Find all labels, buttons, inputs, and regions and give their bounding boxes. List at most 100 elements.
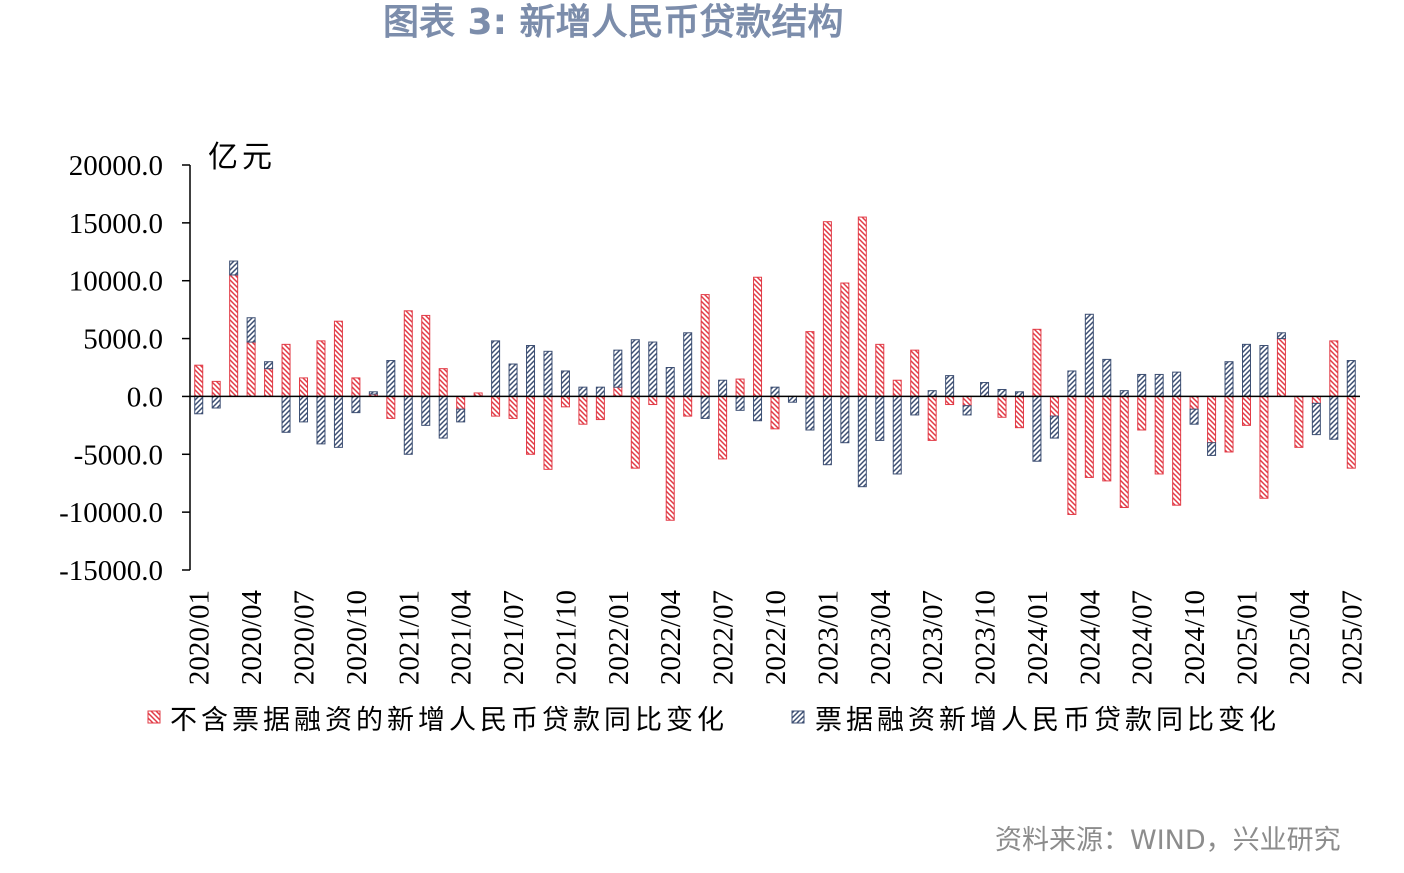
x-tick-label: 2022/10 xyxy=(760,590,792,685)
bar-series-2-month-15 xyxy=(438,395,448,439)
bar-series-1-month-21 xyxy=(543,395,553,470)
bar-series-2-month-52 xyxy=(1084,313,1094,397)
y-tick-label: 0.0 xyxy=(127,381,163,413)
bar-series-1-month-48 xyxy=(1014,395,1024,429)
x-tick-label: 2023/10 xyxy=(970,590,1002,685)
bar-series-1-month-15 xyxy=(438,368,448,397)
bar-series-2-month-63 xyxy=(1276,332,1286,340)
bar-series-2-month-66 xyxy=(1329,395,1339,440)
bar-series-1-month-31 xyxy=(718,395,728,460)
x-tick-label: 2024/10 xyxy=(1179,590,1211,685)
bar-series-1-month-32 xyxy=(735,378,745,397)
x-tick-label: 2024/07 xyxy=(1127,590,1159,685)
bar-series-2-month-10 xyxy=(351,395,361,414)
bar-series-1-month-66 xyxy=(1329,340,1339,397)
bar-series-2-month-21 xyxy=(543,350,553,397)
bar-series-2-month-7 xyxy=(299,395,309,423)
bar-series-2-month-53 xyxy=(1102,358,1112,397)
bar-series-1-month-29 xyxy=(683,395,693,417)
bar-series-2-month-4 xyxy=(246,317,256,343)
bar-series-1-month-45 xyxy=(962,395,972,407)
x-tick-label: 2025/01 xyxy=(1231,590,1263,685)
y-tick-label: 20000.0 xyxy=(69,150,163,182)
bar-series-2-month-31 xyxy=(718,379,728,397)
x-tick-label: 2020/10 xyxy=(341,590,373,685)
bar-series-2-month-60 xyxy=(1224,361,1234,397)
bar-series-2-month-50 xyxy=(1049,415,1059,439)
bar-series-1-month-4 xyxy=(246,341,256,397)
bar-series-1-month-24 xyxy=(595,395,605,421)
x-tick-label: 2021/01 xyxy=(393,590,425,685)
bar-series-1-month-2 xyxy=(211,380,221,397)
bar-series-2-month-29 xyxy=(683,332,693,397)
y-axis-ticks: 20000.0 15000.0 10000.0 5000.0 0.0 -5000.0 -10… xyxy=(59,150,190,587)
bar-series-2-month-67 xyxy=(1346,360,1356,397)
x-tick-label: 2024/01 xyxy=(1022,590,1054,685)
bar-series-2-month-47 xyxy=(997,388,1007,397)
bar-series-1-month-6 xyxy=(281,343,291,397)
x-tick-label: 2024/04 xyxy=(1074,590,1106,686)
x-tick-label: 2025/04 xyxy=(1284,590,1316,686)
y-tick-label: -15000.0 xyxy=(59,555,163,587)
bar-series-2-month-8 xyxy=(316,395,326,445)
bar-series-2-month-28 xyxy=(665,367,675,397)
bar-series-2-month-5 xyxy=(264,361,274,370)
bar-series-1-month-47 xyxy=(997,395,1007,418)
bar-series-2-month-16 xyxy=(456,408,466,423)
bar-series-1-month-61 xyxy=(1241,395,1251,426)
legend-item-series-2: 票据融资新增人民币贷款同比变化 xyxy=(791,705,1280,735)
bar-series-2-month-2 xyxy=(211,395,221,409)
bar-series-2-month-9 xyxy=(333,395,343,448)
bar-series-2-month-65 xyxy=(1311,402,1321,436)
bar-series-1-month-41 xyxy=(892,379,902,397)
bar-series-1-month-56 xyxy=(1154,395,1164,475)
bar-series-2-month-44 xyxy=(945,375,955,397)
bar-series-2-month-36 xyxy=(805,395,815,431)
bar-series-1-month-33 xyxy=(753,276,763,397)
bar-series-2-month-1 xyxy=(194,395,204,415)
bar-series-1-month-16 xyxy=(456,395,466,410)
bar-series-1-month-60 xyxy=(1224,395,1234,453)
bar-series-1-month-10 xyxy=(351,377,361,397)
bar-series-2-month-11 xyxy=(368,391,378,395)
x-tick-label: 2022/01 xyxy=(603,590,635,685)
bar-series-1-month-63 xyxy=(1276,338,1286,397)
bar-series-1-month-43 xyxy=(927,395,937,441)
legend-swatch-series-1 xyxy=(147,710,161,724)
bar-series-2-month-57 xyxy=(1172,371,1182,397)
x-tick-label: 2021/07 xyxy=(498,590,530,685)
bar-series-2-month-43 xyxy=(927,390,937,397)
legend: 不含票据融资的新增人民币贷款同比变化 票据融资新增人民币贷款同比变化 xyxy=(147,705,1280,735)
bar-series-2-month-13 xyxy=(403,395,413,455)
x-tick-label: 2020/07 xyxy=(289,590,321,685)
bar-series-1-month-26 xyxy=(630,395,640,469)
bar-series-1-month-36 xyxy=(805,331,815,397)
bar-series-1-month-49 xyxy=(1032,328,1042,397)
bar-series-1-month-7 xyxy=(299,377,309,397)
bar-series-1-month-57 xyxy=(1172,395,1182,506)
bar-series-2-month-61 xyxy=(1241,343,1251,397)
bar-series-1-month-42 xyxy=(910,349,920,397)
legend-label-series-2: 票据融资新增人民币贷款同比变化 xyxy=(815,705,1280,735)
bar-series-1-month-25 xyxy=(613,386,623,397)
bar-series-1-month-59 xyxy=(1207,395,1217,444)
bar-series-1-month-14 xyxy=(421,314,431,397)
bar-series-2-month-39 xyxy=(857,395,867,488)
bar-series-2-month-38 xyxy=(840,395,850,444)
bar-series-1-month-19 xyxy=(508,395,518,419)
bar-series-2-month-41 xyxy=(892,395,902,475)
bar-series-2-month-51 xyxy=(1067,370,1077,397)
legend-item-series-1: 不含票据融资的新增人民币贷款同比变化 xyxy=(147,705,724,735)
bar-series-1-month-37 xyxy=(822,221,832,397)
bar-series-1-month-34 xyxy=(770,395,780,430)
bar-series-1-month-3 xyxy=(229,274,239,397)
bar-series-1-month-39 xyxy=(857,216,867,397)
bar-series-1-month-62 xyxy=(1259,395,1269,499)
bar-series-2-month-22 xyxy=(560,370,570,397)
bar-series-2-month-55 xyxy=(1137,373,1147,397)
x-tick-label: 2023/07 xyxy=(917,590,949,685)
bar-series-1-month-5 xyxy=(264,368,274,397)
source-note: 资料来源：WIND，兴业研究 xyxy=(995,825,1341,856)
bar-series-2-month-23 xyxy=(578,386,588,397)
